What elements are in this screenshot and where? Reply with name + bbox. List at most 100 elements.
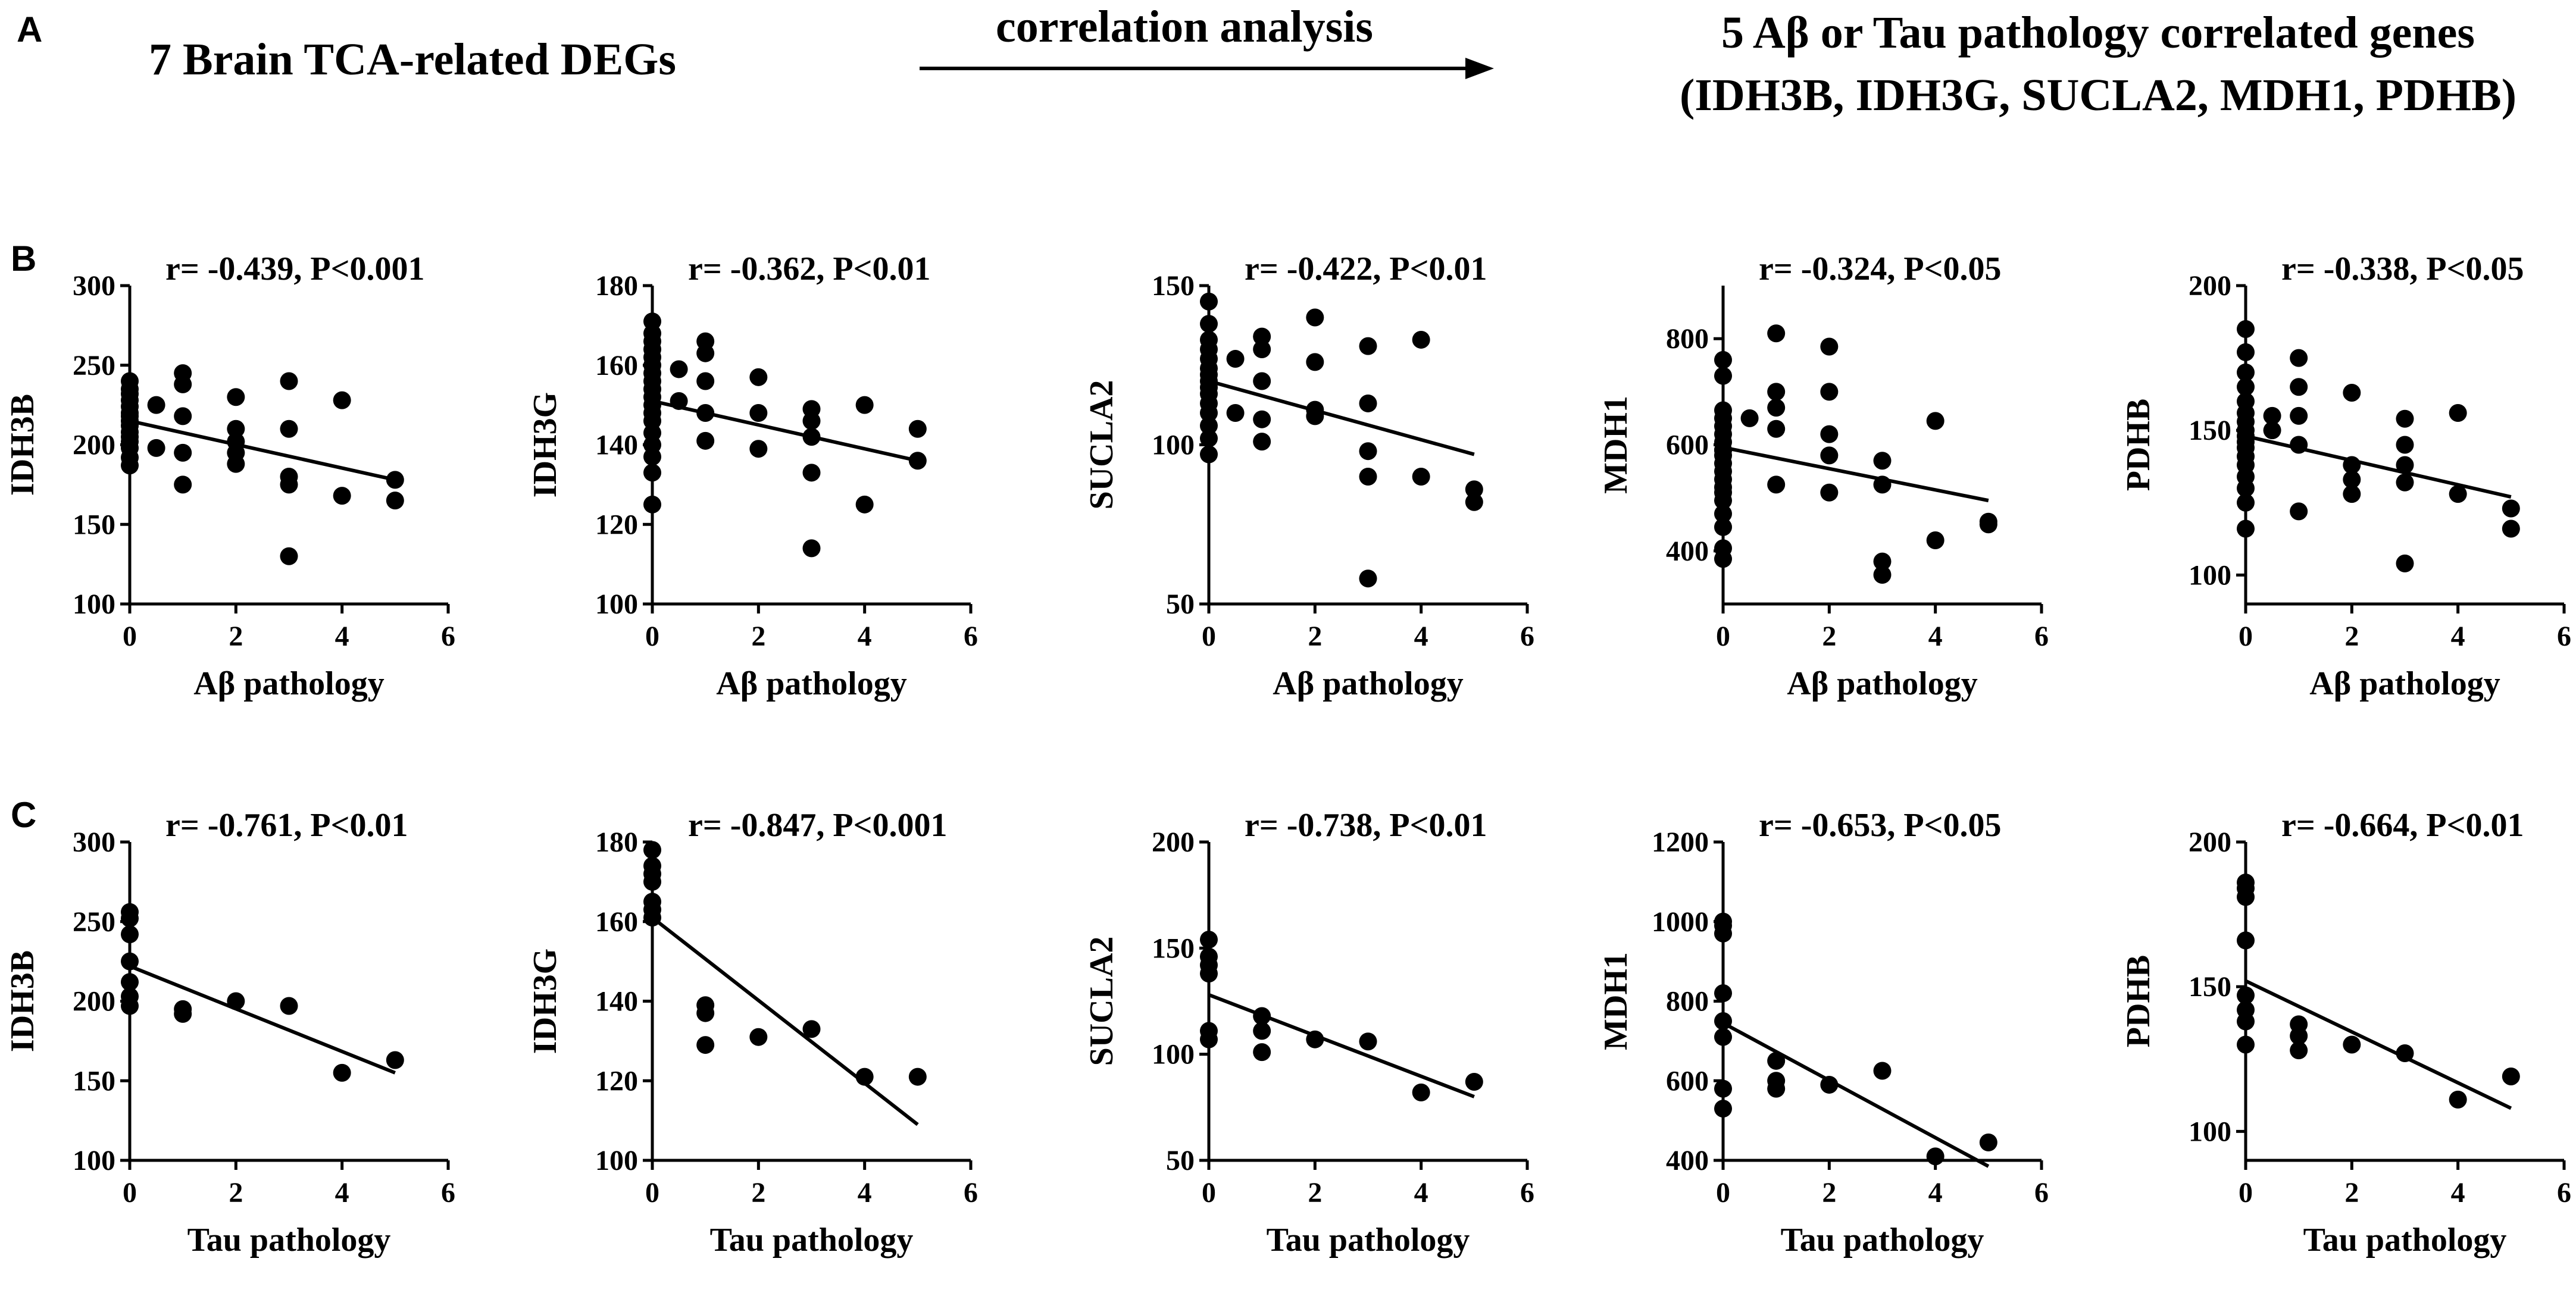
y-tick-label: 400 (1666, 536, 1709, 567)
chart-c-idh3b: 100 150 200 250 300 0 2 4 6 r= -0.761, P<0.01 Tau … (4, 807, 455, 1259)
data-point (1253, 433, 1271, 451)
y-tick-label: 100 (73, 589, 115, 620)
y-tick-label: 100 (2189, 559, 2231, 591)
data-point (1714, 401, 1732, 420)
data-point (1359, 394, 1377, 412)
data-point (1412, 330, 1430, 349)
data-point (1253, 1007, 1271, 1025)
data-point (696, 1004, 715, 1022)
chart-title: r= -0.422, P<0.01 (1245, 251, 1487, 287)
y-tick-label: 50 (1166, 589, 1195, 620)
data-point (2396, 1044, 2414, 1063)
data-point (386, 492, 404, 510)
data-point (1465, 1073, 1483, 1091)
data-point (749, 404, 768, 422)
data-point (333, 1063, 351, 1082)
y-tick-label: 140 (595, 430, 638, 461)
y-tick-label: 600 (1666, 430, 1709, 461)
data-point (749, 440, 768, 458)
data-point (333, 487, 351, 505)
data-point (1714, 1012, 1732, 1030)
data-point (908, 452, 927, 470)
data-point (802, 412, 821, 430)
data-point (2237, 363, 2255, 381)
x-tick-label: 0 (1202, 1177, 1216, 1209)
data-point (643, 495, 661, 514)
data-point (2263, 406, 2281, 425)
data-point (1873, 552, 1892, 571)
x-tick-label: 2 (229, 1177, 243, 1209)
x-tick-label: 4 (2451, 621, 2465, 652)
x-tick-label: 4 (2451, 1177, 2465, 1209)
data-point (2290, 436, 2308, 454)
x-tick-label: 4 (1928, 621, 1943, 652)
data-point (227, 420, 245, 438)
data-point (2237, 874, 2255, 892)
x-axis-label: Tau pathology (1781, 1222, 1984, 1259)
data-point (2290, 349, 2308, 367)
data-point (1714, 984, 1732, 1003)
y-tick-label: 400 (1666, 1145, 1709, 1176)
data-point (2237, 1001, 2255, 1019)
data-point (2502, 1067, 2520, 1085)
y-tick-label: 250 (73, 906, 115, 938)
data-point (280, 997, 298, 1015)
regression-line (2245, 434, 2512, 499)
data-point (1200, 292, 1218, 311)
data-point (2396, 409, 2414, 428)
chart-title: r= -0.738, P<0.01 (1245, 807, 1487, 844)
data-point (121, 372, 139, 390)
x-tick-label: 4 (858, 1177, 872, 1209)
data-point (147, 439, 165, 457)
data-point (1226, 404, 1245, 422)
chart-title: r= -0.439, P<0.001 (165, 251, 425, 287)
y-tick-label: 180 (595, 270, 638, 302)
y-tick-label: 160 (595, 906, 638, 938)
y-axis-label: IDH3G (527, 392, 564, 497)
data-point (696, 344, 715, 362)
data-point (2237, 343, 2255, 361)
data-point (643, 893, 661, 911)
data-point (2396, 473, 2414, 492)
x-axis-label: Aβ pathology (1787, 665, 1977, 702)
x-tick-label: 2 (1822, 1177, 1836, 1209)
data-point (1979, 1133, 1997, 1151)
data-point (670, 392, 688, 410)
data-point (1873, 452, 1892, 470)
data-point (696, 404, 715, 422)
regression-line (651, 916, 919, 1126)
x-tick-label: 6 (2557, 621, 2571, 652)
x-tick-label: 0 (2239, 1177, 2253, 1209)
x-tick-label: 0 (1202, 621, 1216, 652)
data-point (1767, 420, 1786, 438)
x-axis-label: Aβ pathology (193, 665, 384, 702)
data-point (802, 539, 821, 558)
data-point (802, 464, 821, 482)
data-point (2237, 392, 2255, 411)
data-point (1714, 441, 1732, 459)
data-point (121, 903, 139, 921)
y-axis-label: IDH3B (4, 394, 41, 496)
data-point (1253, 327, 1271, 346)
regression-line (1208, 379, 1475, 456)
data-point (1200, 315, 1218, 333)
data-point (121, 987, 139, 1006)
data-point (908, 1068, 927, 1086)
data-point (147, 396, 165, 414)
data-point (2237, 1035, 2255, 1054)
y-axis-label: MDH1 (1598, 952, 1634, 1050)
data-point (227, 992, 245, 1010)
data-point (1714, 367, 1732, 385)
y-axis-label: IDH3G (527, 949, 564, 1054)
data-point (855, 1068, 874, 1086)
x-tick-label: 2 (751, 621, 765, 652)
data-point (1412, 468, 1430, 486)
data-point (1926, 1147, 1944, 1166)
data-point (1714, 350, 1732, 369)
chart-c-idh3g: 100 120 140 160 180 0 2 4 6 r= -0.847, P<0.001 Tau… (527, 807, 978, 1259)
y-tick-label: 100 (2189, 1116, 2231, 1147)
x-tick-label: 2 (1308, 1177, 1322, 1209)
y-tick-label: 800 (1666, 986, 1709, 1018)
data-point (121, 973, 139, 991)
